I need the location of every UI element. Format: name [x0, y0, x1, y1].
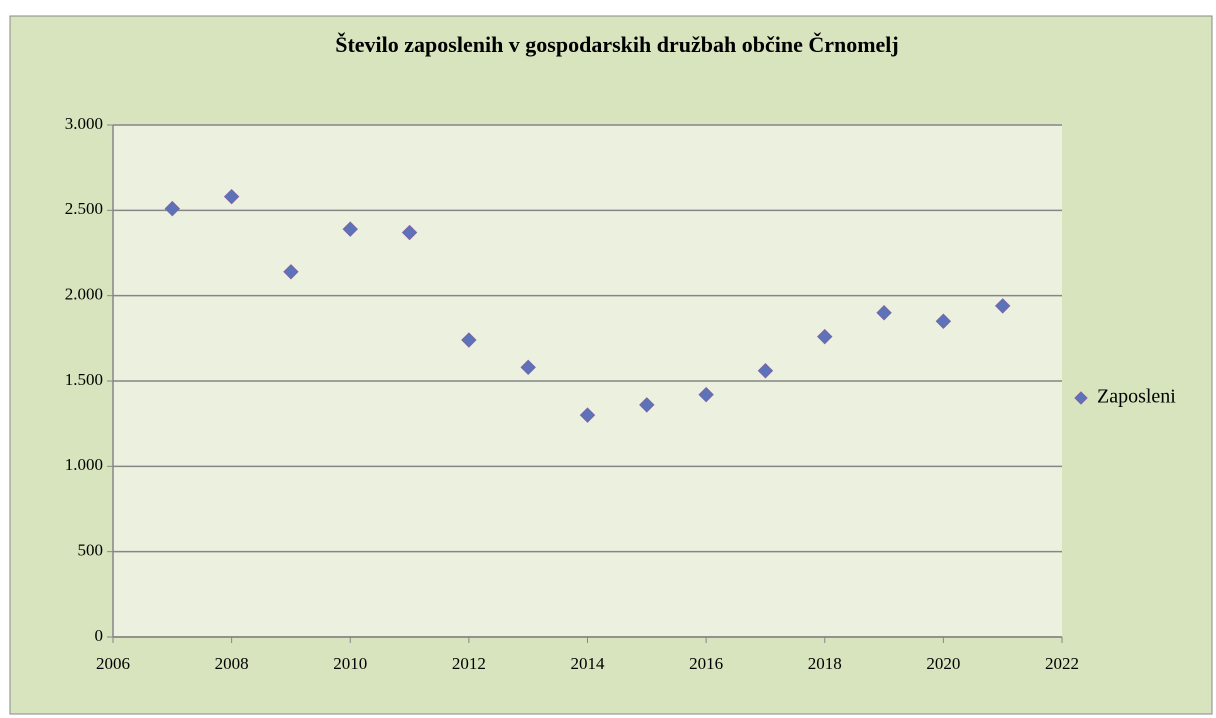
- point: [223, 188, 240, 205]
- x-tick-label: 2020: [926, 654, 960, 673]
- x-tick-label: 2012: [452, 654, 486, 673]
- point: [164, 200, 181, 217]
- y-tick-label: 2.500: [65, 199, 103, 218]
- point: [520, 359, 536, 376]
- point: [579, 407, 596, 423]
- point: [401, 224, 418, 241]
- point: [876, 305, 892, 321]
- x-tick-label: 2008: [215, 654, 249, 673]
- x-tick-label: 2010: [333, 654, 367, 673]
- legend-label: Zaposleni: [1097, 386, 1176, 408]
- y-tick-label: 1.000: [65, 455, 103, 474]
- x-tick-label: 2006: [96, 654, 130, 673]
- point: [698, 386, 714, 403]
- x-tick-label: 2016: [689, 654, 723, 673]
- point: [342, 221, 358, 237]
- x-tick-label: 2014: [571, 654, 606, 673]
- point: [461, 332, 477, 348]
- point: [283, 264, 299, 280]
- y-tick-label: 1.500: [65, 370, 103, 389]
- legend-marker: [1074, 391, 1088, 405]
- point: [817, 328, 833, 345]
- point: [757, 363, 774, 379]
- y-tick-label: 3.000: [65, 114, 103, 133]
- x-tick-label: 2022: [1045, 654, 1079, 673]
- x-tick-label: 2018: [808, 654, 842, 673]
- chart-title: Število zaposlenih v gospodarskih družba…: [335, 32, 899, 57]
- y-tick-label: 2.000: [65, 285, 103, 304]
- point: [639, 397, 655, 413]
- y-tick-label: 0: [95, 626, 104, 645]
- y-tick-label: 500: [78, 541, 104, 560]
- point: [994, 298, 1011, 314]
- point: [935, 313, 952, 329]
